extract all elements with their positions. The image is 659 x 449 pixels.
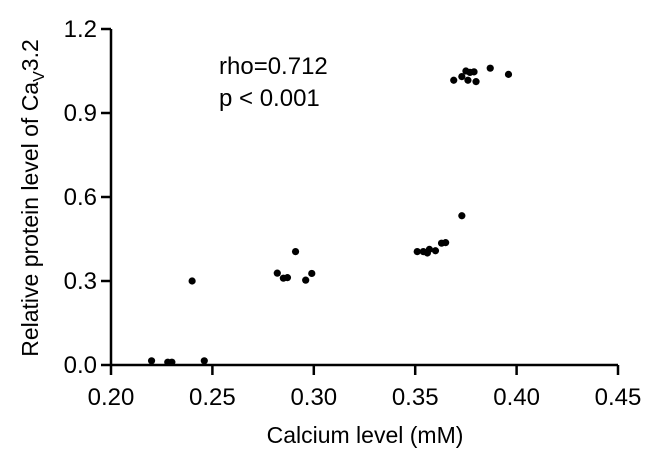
y-tick-label: 0.0 <box>64 352 97 379</box>
data-point <box>464 76 472 84</box>
y-axis: 0.0 0.3 0.6 0.9 1.2 <box>64 16 113 379</box>
data-point <box>431 247 440 255</box>
data-point <box>302 276 310 284</box>
data-point <box>458 73 466 81</box>
x-tick-label: 0.35 <box>392 384 439 411</box>
data-point <box>425 245 433 253</box>
data-point <box>200 357 208 365</box>
y-tick-label: 0.3 <box>64 268 97 295</box>
data-point <box>504 70 513 78</box>
y-tick-label: 1.2 <box>64 16 97 43</box>
data-point <box>283 274 292 282</box>
data-point <box>442 239 450 247</box>
data-point <box>273 269 281 277</box>
data-point <box>308 269 316 278</box>
y-axis-title-main: Relative protein level of Ca <box>17 82 43 357</box>
annotation-p-value: p < 0.001 <box>219 85 320 112</box>
data-point <box>450 76 458 84</box>
data-point <box>486 64 494 72</box>
x-tick-label: 0.20 <box>88 384 135 411</box>
data-point <box>147 357 156 365</box>
y-axis-title-subscript: V <box>31 71 48 82</box>
x-axis: 0.20 0.25 0.30 0.35 0.40 0.45 <box>88 363 642 411</box>
y-tick-label: 0.6 <box>64 184 97 211</box>
x-tick-label: 0.40 <box>493 384 540 411</box>
x-tick-label: 0.45 <box>595 384 642 411</box>
data-point <box>188 277 196 285</box>
y-axis-title: Relative protein level of CaV3.2 <box>17 39 48 357</box>
data-point <box>168 358 176 366</box>
y-axis-title-suffix: 3.2 <box>17 39 43 71</box>
data-points <box>147 64 513 366</box>
x-axis-title: Calcium level (mM) <box>267 422 464 448</box>
y-tick-label: 0.9 <box>64 100 97 127</box>
data-point <box>413 248 421 256</box>
x-tick-label: 0.30 <box>290 384 337 411</box>
data-point <box>291 248 300 256</box>
data-point <box>472 78 480 86</box>
annotation-rho: rho=0.712 <box>219 53 328 80</box>
data-point <box>458 212 466 220</box>
data-point <box>470 68 478 76</box>
x-tick-label: 0.25 <box>189 384 236 411</box>
